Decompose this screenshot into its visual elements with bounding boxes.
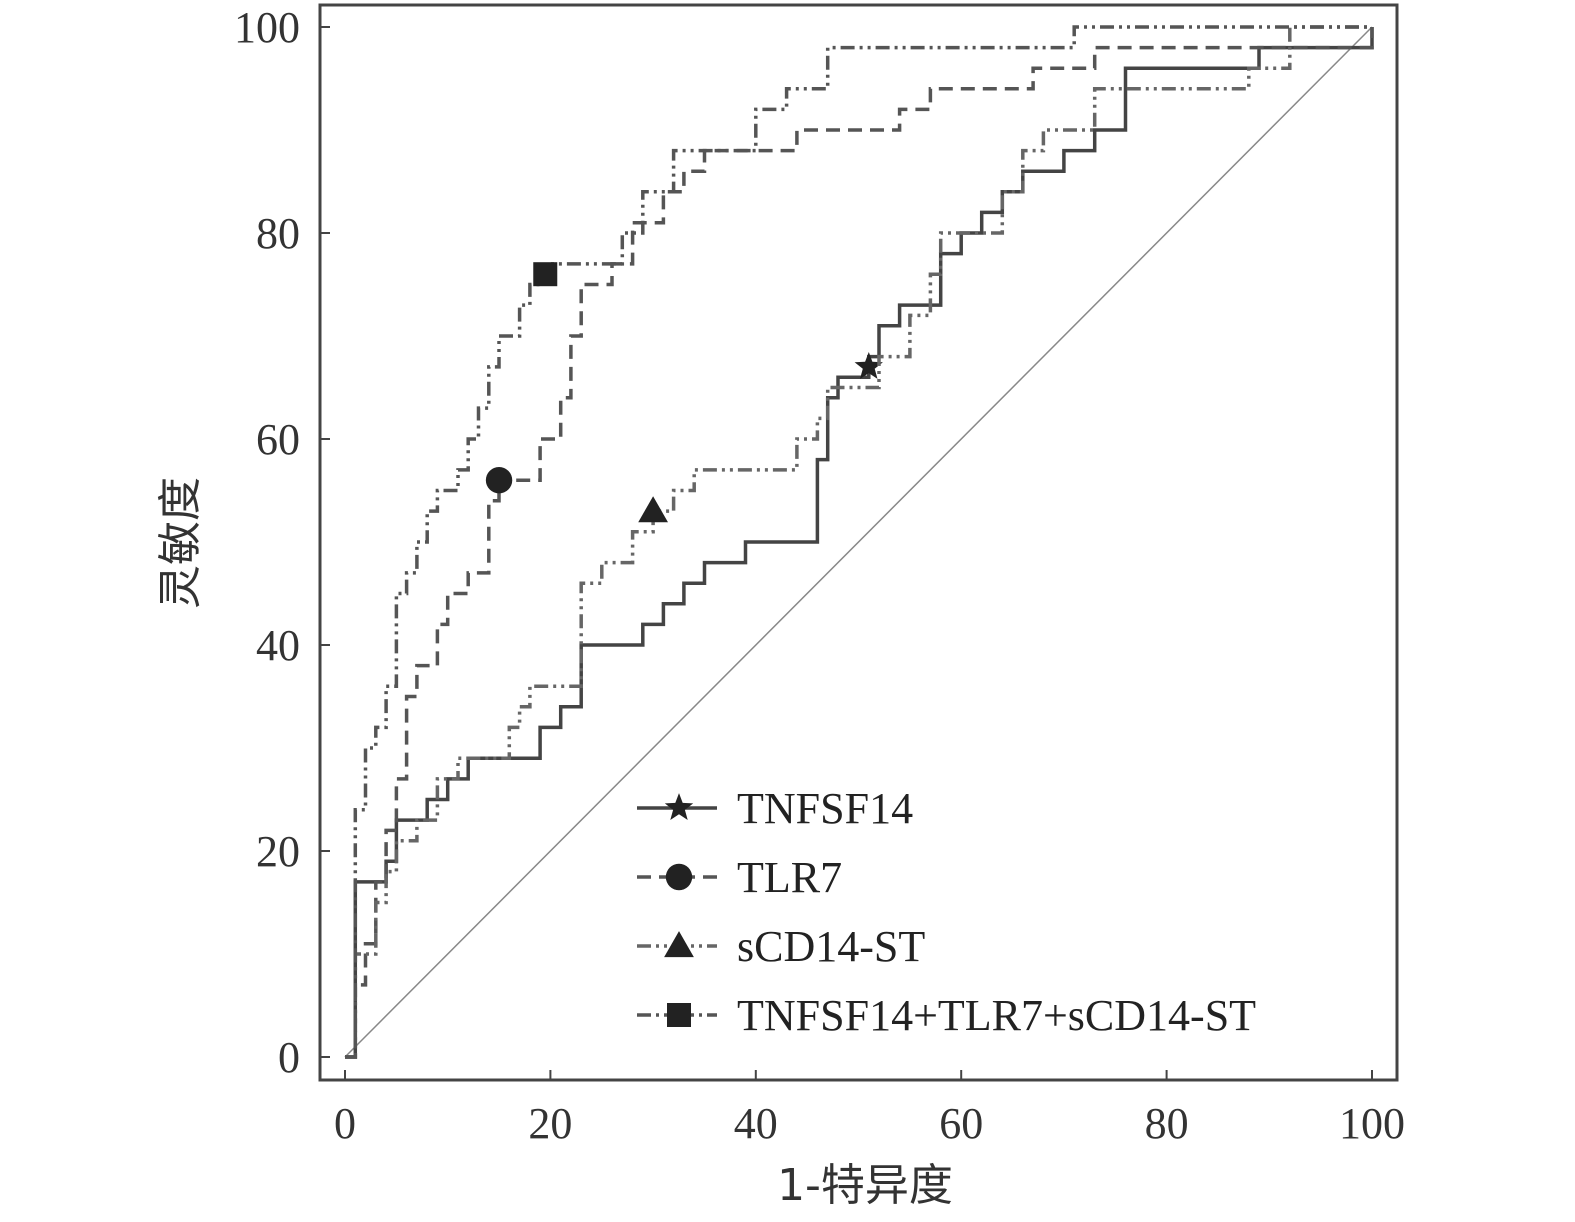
series-line-tnfsf14 (345, 27, 1374, 1059)
series-marker-tlr7 (485, 467, 513, 494)
x-tick-label: 60 (939, 1099, 983, 1148)
y-tick-label: 40 (256, 621, 300, 670)
x-axis-title: 1-特异度 (777, 1160, 953, 1211)
legend-label-scd14-st: sCD14-ST (737, 922, 925, 971)
plot-frame (318, 3, 1399, 1082)
legend-marker-scd14-st (664, 931, 694, 958)
y-tick-label: 0 (278, 1033, 300, 1082)
legend-marker-tnfsf14-tlr7-scd14-st (667, 1003, 691, 1027)
series-marker-scd14-st (638, 496, 668, 523)
x-tick-label: 40 (734, 1099, 778, 1148)
legend-label-tnfsf14-tlr7-scd14-st: TNFSF14+TLR7+sCD14-ST (737, 991, 1256, 1040)
reference-diagonal (344, 26, 1373, 1058)
series-line-scd14-st (345, 25, 1372, 1059)
y-tick-label: 20 (256, 827, 300, 876)
legend-marker-tlr7 (665, 863, 693, 891)
y-tick-label: 80 (256, 209, 300, 258)
series-marker-tnfsf14 (854, 352, 883, 379)
x-tick-label: 80 (1145, 1099, 1189, 1148)
legend-marker-tnfsf14 (664, 793, 694, 820)
series-layer (345, 25, 1374, 1059)
series-marker-tnfsf14-tlr7-scd14-st (533, 262, 558, 287)
y-axis-ticks: 0 20 40 60 80 100 (234, 3, 330, 1082)
legend-label-tlr7: TLR7 (737, 853, 842, 902)
y-tick-label: 100 (234, 3, 300, 52)
series-line-tlr7 (345, 27, 1374, 1059)
y-axis-title: 灵敏度 (155, 477, 206, 609)
x-tick-label: 20 (528, 1099, 572, 1148)
legend-label-tnfsf14: TNFSF14 (737, 784, 913, 833)
x-tick-label: 0 (334, 1099, 356, 1148)
series-line-tnfsf14-tlr7-scd14-st (345, 25, 1372, 1059)
y-tick-label: 60 (256, 415, 300, 464)
x-axis-ticks: 0 20 40 60 80 100 (334, 1070, 1405, 1148)
x-tick-label: 100 (1339, 1099, 1405, 1148)
legend: TNFSF14 TLR7 sCD14-ST TNFSF14+TLR7+sCD14-ST (637, 784, 1256, 1040)
